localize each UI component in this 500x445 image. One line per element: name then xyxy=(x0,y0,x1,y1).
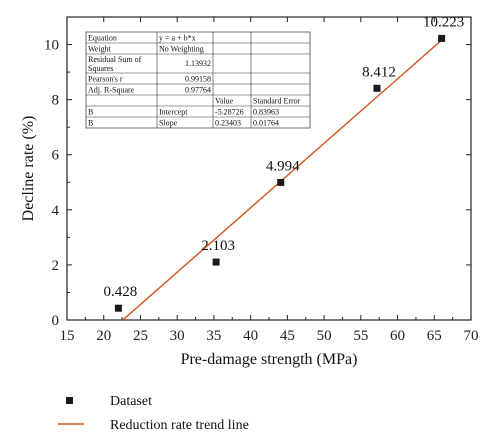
x-tick-label: 50 xyxy=(317,328,332,344)
data-point xyxy=(438,34,446,42)
stats-cell: Intercept xyxy=(159,108,188,117)
axes: 15 20 25 30 35 40 45 50 55 60 65 70 0 2 4 6 8 10 Pre-damag… xyxy=(20,16,479,368)
x-tick-label: 30 xyxy=(170,328,185,344)
y-tick-label: 0 xyxy=(52,313,60,329)
x-tick-label: 15 xyxy=(60,328,75,344)
legend: Dataset Reduction rate trend line xyxy=(58,394,249,433)
y-tick-label: 2 xyxy=(52,258,60,274)
x-tick-label: 40 xyxy=(243,328,258,344)
y-tick-label: 10 xyxy=(44,38,59,54)
stats-cell: B xyxy=(88,108,93,117)
x-tick-label: 70 xyxy=(464,328,479,344)
legend-marker-square xyxy=(66,397,73,404)
y-tick-label: 8 xyxy=(52,93,60,109)
x-tick-label: 60 xyxy=(390,328,405,344)
data-label: 2.103 xyxy=(201,238,235,254)
y-tick-label: 4 xyxy=(52,203,60,219)
legend-label: Dataset xyxy=(110,394,152,409)
stats-cell: y = a + b*x xyxy=(159,34,196,43)
stats-cell: 0.97764 xyxy=(185,86,211,95)
x-tick-label: 55 xyxy=(353,328,368,344)
stats-cell: Value xyxy=(215,97,234,106)
stats-cell: 1.13932 xyxy=(185,59,211,68)
y-tick-label: 6 xyxy=(52,148,60,164)
x-axis-title: Pre-damage strength (MPa) xyxy=(181,351,358,368)
stats-cell: 0.01764 xyxy=(253,119,279,128)
stats-cell: 0.23403 xyxy=(215,119,241,128)
stats-cell: Adj. R-Square xyxy=(88,86,135,95)
stats-cell: Slope xyxy=(159,119,178,128)
stats-cell: No Weighting xyxy=(159,45,204,54)
stats-cell: -5.28726 xyxy=(215,108,244,117)
x-tick-label: 25 xyxy=(133,328,148,344)
stats-cell: Standard Error xyxy=(253,97,301,106)
stats-cell: 0.83963 xyxy=(253,108,279,117)
data-point xyxy=(277,178,285,186)
x-tick-label: 65 xyxy=(427,328,442,344)
points-layer: 0.428 2.103 4.994 8.412 10.223 xyxy=(104,14,464,312)
stats-cell: B xyxy=(88,119,93,128)
stats-table-frame xyxy=(85,31,311,129)
x-tick-label: 20 xyxy=(96,328,111,344)
legend-label: Reduction rate trend line xyxy=(110,418,249,433)
x-tick-label: 45 xyxy=(280,328,295,344)
data-point xyxy=(373,84,381,92)
stats-cell: Squares xyxy=(88,64,113,73)
data-point xyxy=(114,304,122,312)
stats-cell: Residual Sum of xyxy=(88,55,142,64)
data-point xyxy=(212,258,220,266)
y-axis-title: Decline rate (%) xyxy=(20,116,37,222)
data-label: 0.428 xyxy=(104,284,138,300)
stats-cell: Weight xyxy=(88,45,112,54)
data-label: 10.223 xyxy=(423,14,464,30)
data-label: 8.412 xyxy=(362,64,396,80)
x-tick-label: 35 xyxy=(206,328,221,344)
stats-cell: Pearson's r xyxy=(88,75,123,84)
data-label: 4.994 xyxy=(266,158,300,174)
stats-table: Equation y = a + b*x Weight No Weighting Res… xyxy=(85,31,311,129)
stats-cell: 0.99158 xyxy=(185,75,211,84)
stats-cell: Equation xyxy=(88,34,117,43)
